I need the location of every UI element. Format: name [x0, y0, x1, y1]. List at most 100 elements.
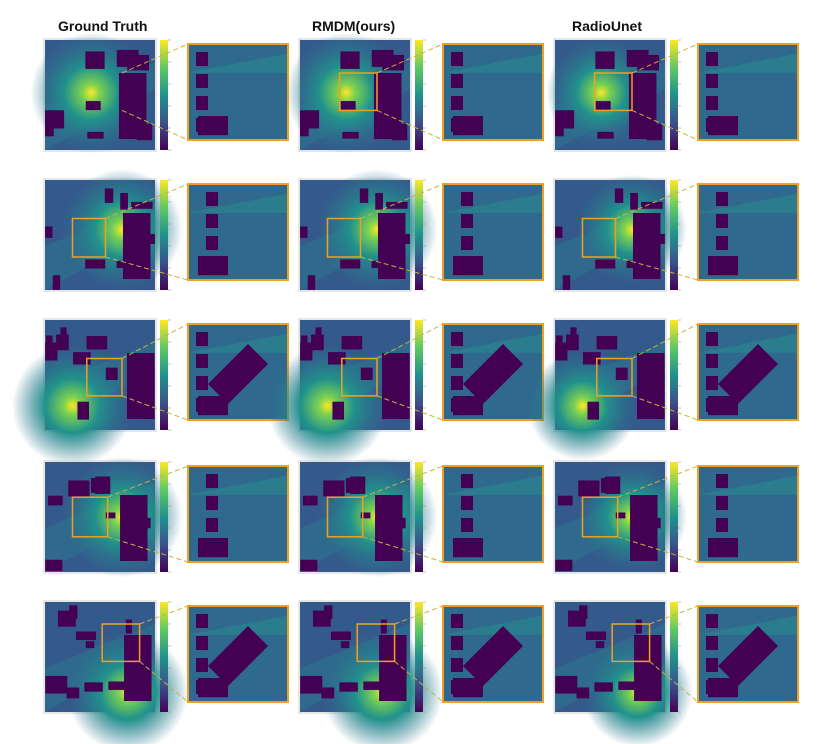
- building: [122, 213, 151, 279]
- building: [86, 336, 108, 350]
- building: [360, 512, 371, 519]
- zoom-inset: [187, 465, 289, 563]
- radio-map-panel: [43, 456, 289, 578]
- radio-map-panel: [553, 174, 799, 292]
- building: [77, 401, 90, 420]
- building: [68, 480, 90, 497]
- zoom-connector: [394, 661, 444, 703]
- zoom-region-box: [596, 357, 633, 397]
- colorbar: [670, 320, 678, 430]
- building: [75, 631, 96, 640]
- building: [300, 335, 308, 350]
- building: [557, 495, 573, 506]
- building: [555, 335, 563, 350]
- building: [85, 641, 95, 649]
- zoom-connector: [394, 605, 444, 625]
- zoom-connector: [631, 395, 699, 421]
- radio-map-panel: [43, 600, 289, 744]
- zoom-connector: [121, 395, 189, 421]
- building: [595, 101, 611, 111]
- transmitter-hotspot: [267, 345, 388, 467]
- building: [562, 275, 571, 290]
- zoom-connector: [631, 109, 699, 141]
- zoom-connector: [376, 323, 444, 359]
- column-header-rmdm: RMDM(ours): [312, 18, 396, 34]
- building: [595, 641, 605, 649]
- building: [595, 259, 616, 269]
- building: [315, 327, 322, 338]
- building: [371, 260, 381, 269]
- zoom-inset: [697, 43, 799, 141]
- zoom-connector: [617, 465, 699, 498]
- radio-map-panel: [30, 32, 289, 154]
- building: [587, 401, 600, 420]
- building: [125, 619, 132, 634]
- building: [373, 73, 402, 139]
- building: [45, 110, 65, 129]
- building: [615, 512, 626, 519]
- building: [579, 605, 588, 620]
- zoom-inset: [697, 605, 799, 703]
- colorbar: [160, 40, 168, 150]
- zoom-connector: [121, 43, 189, 74]
- building: [45, 335, 53, 350]
- zoom-region-box: [356, 623, 396, 663]
- zoom-connector: [362, 536, 444, 563]
- column-header-ground-truth: Ground Truth: [58, 18, 148, 34]
- building: [345, 478, 364, 493]
- building: [375, 192, 383, 210]
- building: [339, 682, 358, 692]
- building: [359, 188, 369, 203]
- building: [555, 110, 575, 129]
- building: [60, 327, 67, 338]
- building: [69, 605, 78, 620]
- building: [626, 49, 649, 67]
- zoom-connector: [360, 183, 444, 219]
- colorbar: [415, 180, 423, 290]
- building: [45, 559, 63, 571]
- building: [630, 495, 658, 561]
- building: [47, 495, 63, 506]
- building: [105, 367, 118, 381]
- building: [555, 675, 578, 694]
- building: [566, 334, 579, 351]
- zoom-region-box: [611, 623, 651, 663]
- zoom-connector: [105, 256, 189, 281]
- building: [300, 226, 308, 238]
- building: [632, 213, 661, 279]
- transmitter-hotspot: [12, 345, 133, 467]
- building: [302, 495, 318, 506]
- zoom-inset: [697, 323, 799, 421]
- building: [555, 226, 563, 238]
- zoom-connector: [360, 256, 444, 281]
- zoom-inset: [442, 183, 544, 281]
- colorbar: [160, 180, 168, 290]
- zoom-inset: [697, 465, 799, 563]
- radio-map-panel: [12, 318, 289, 467]
- building: [386, 201, 408, 209]
- zoom-connector: [649, 661, 699, 703]
- zoom-region-box: [581, 217, 617, 258]
- zoom-connector: [649, 605, 699, 625]
- colorbar: [670, 602, 678, 712]
- zoom-region-box: [71, 217, 107, 258]
- building: [118, 73, 147, 139]
- zoom-inset: [442, 323, 544, 421]
- building: [597, 131, 614, 139]
- zoom-region-box: [593, 72, 633, 112]
- column-header-radiounet: RadioUnet: [572, 18, 642, 34]
- building: [85, 101, 101, 111]
- zoom-region-box: [86, 357, 123, 397]
- building: [300, 110, 320, 129]
- radio-map-panel: [553, 460, 799, 574]
- building: [595, 51, 615, 69]
- zoom-inset: [187, 183, 289, 281]
- building: [375, 495, 403, 561]
- building: [105, 512, 116, 519]
- zoom-connector: [615, 256, 699, 281]
- colorbar: [415, 462, 423, 572]
- zoom-connector: [631, 43, 699, 74]
- radio-map-panel: [267, 318, 544, 467]
- building: [66, 687, 80, 699]
